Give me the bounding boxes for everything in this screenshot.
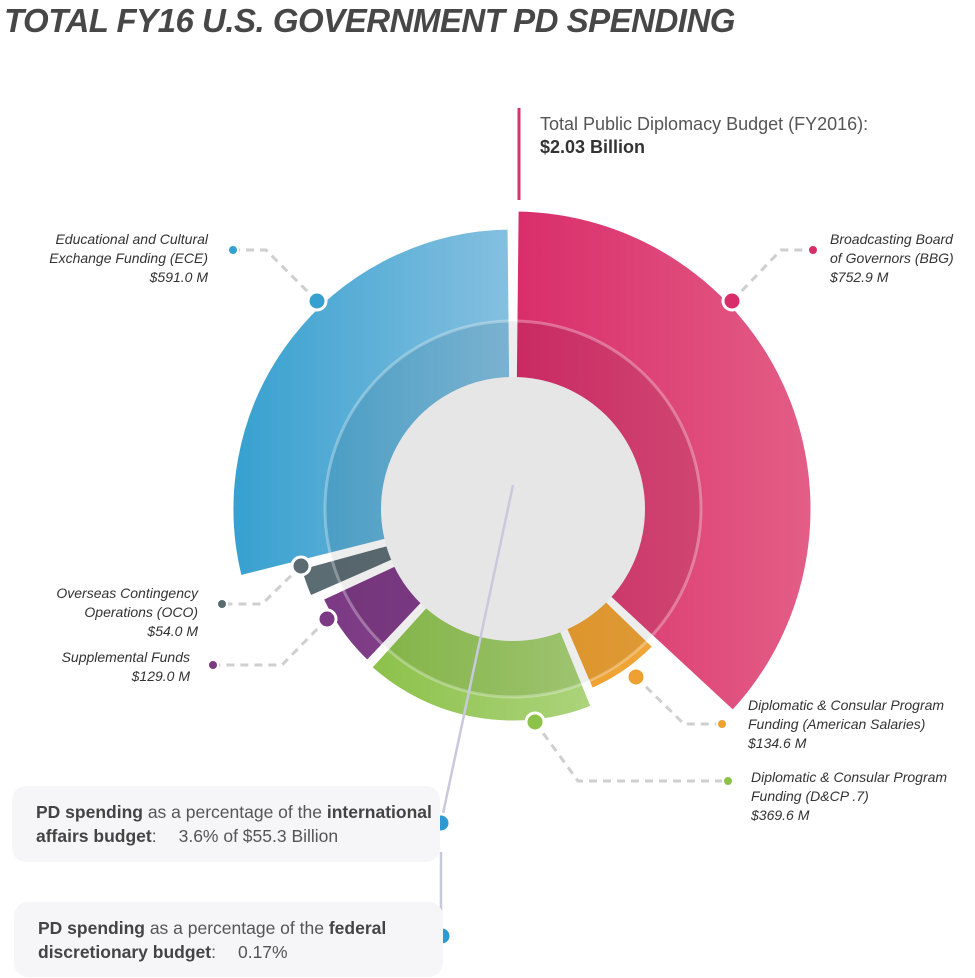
stat-text: as a percentage of the (142, 802, 327, 822)
stat-bold: affairs budget (36, 826, 152, 846)
label-ece: Educational and Cultural Exchange Fundin… (49, 230, 208, 287)
leader-lines (213, 248, 813, 783)
label-dot-bbg (807, 244, 819, 256)
stat-text: : (151, 826, 157, 846)
stat-box-international: PD spending as a percentage of the inter… (12, 786, 440, 862)
label-value: $129.0 M (131, 668, 190, 684)
stat-bold: discretionary budget (38, 942, 212, 962)
slice-dot-ece (306, 290, 328, 312)
slice-dot-bbg (721, 290, 743, 312)
label-value: $591.0 M (149, 269, 208, 285)
leader-line-bbg (730, 248, 813, 303)
label-line: Diplomatic & Consular Program (748, 697, 945, 713)
total-label: Total Public Diplomacy Budget (FY2016): (540, 114, 869, 134)
slice-dot-oco (290, 555, 312, 577)
stat-value: 3.6% of $55.3 Billion (178, 826, 339, 846)
label-line: Operations (OCO) (84, 604, 198, 620)
label-line: Educational and Cultural (55, 231, 208, 247)
label-line: Broadcasting Board (830, 231, 953, 247)
label-bbg: Broadcasting Board of Governors (BBG) $7… (830, 230, 954, 287)
slice-dot-dcp-7 (524, 711, 546, 733)
label-dcp-salaries: Diplomatic & Consular Program Funding (A… (748, 696, 944, 753)
slice-dots (207, 244, 819, 787)
label-line: Exchange Funding (ECE) (49, 250, 208, 266)
label-supplemental: Supplemental Funds $129.0 M (62, 648, 190, 686)
label-line: Funding (D&CP .7) (751, 788, 869, 804)
connector-line (439, 484, 515, 824)
leader-line-ece (233, 248, 319, 303)
label-dot-dcp-salaries (716, 718, 728, 730)
leader-line-oco (222, 564, 303, 606)
label-value: $369.6 M (751, 807, 810, 823)
label-dot-supplemental (207, 659, 219, 671)
label-dot-oco (216, 598, 228, 610)
label-line: Supplemental Funds (61, 649, 190, 665)
label-line: Diplomatic & Consular Program (751, 769, 948, 785)
stat-box-federal: PD spending as a percentage of the feder… (14, 902, 443, 977)
slice-dot-dcp-salaries (625, 666, 647, 688)
label-value: $134.6 M (748, 735, 807, 751)
total-budget-label: Total Public Diplomacy Budget (FY2016): … (540, 113, 868, 159)
slice-dot-supplemental (316, 608, 338, 630)
stat-bold: international (326, 802, 432, 822)
center-circle (381, 377, 645, 641)
stat-text: : (211, 942, 216, 962)
label-dot-ece (227, 244, 239, 256)
label-dcp-7: Diplomatic & Consular Program Funding (D… (751, 768, 947, 825)
label-line: Overseas Contingency (56, 585, 198, 601)
stat-bold: federal (328, 918, 387, 938)
chart-title: TOTAL FY16 U.S. GOVERNMENT PD SPENDING (4, 2, 735, 39)
leader-line-supplemental (213, 617, 329, 667)
label-oco: Overseas Contingency Operations (OCO) $5… (56, 584, 198, 641)
total-value: $2.03 Billion (540, 137, 646, 157)
stat-text: as a percentage of the (144, 918, 329, 938)
label-value: $752.9 M (830, 269, 889, 285)
label-line: of Governors (BBG) (830, 250, 954, 266)
stat-bold: PD spending (38, 918, 145, 938)
stat-value: 0.17% (237, 942, 288, 962)
label-dot-dcp-7 (722, 775, 734, 787)
stat-bold: PD spending (36, 802, 143, 822)
label-value: $54.0 M (147, 623, 198, 639)
label-line: Funding (American Salaries) (748, 716, 926, 732)
leader-line-dcp-7 (533, 721, 728, 783)
